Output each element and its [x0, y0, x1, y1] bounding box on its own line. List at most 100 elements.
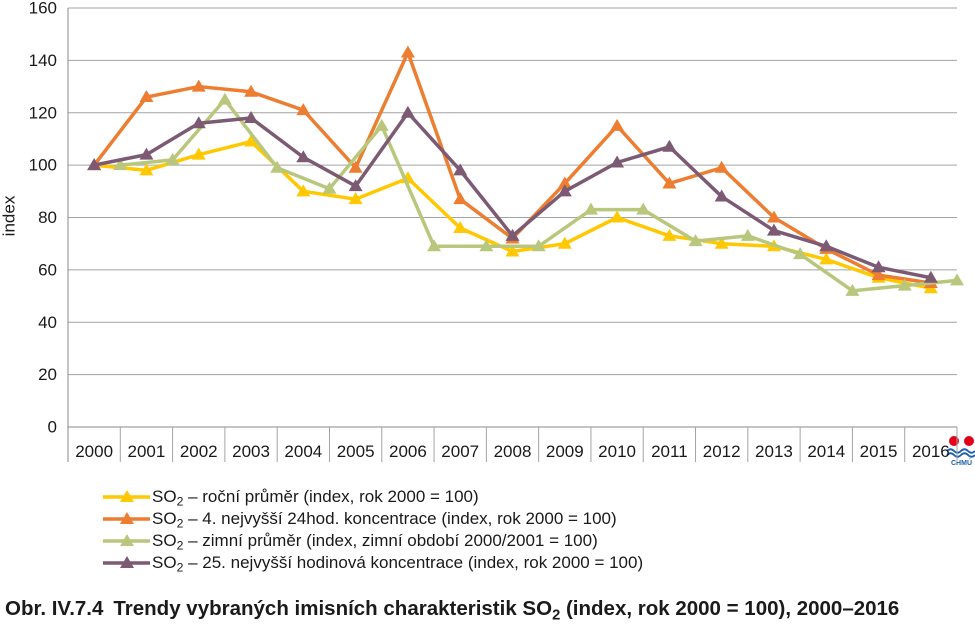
marker-3-2013.5 [793, 247, 808, 260]
chmu-logo: CHMÚ [946, 436, 975, 467]
marker-2-2012 [714, 160, 729, 173]
x-tick-label-2013: 2013 [755, 442, 793, 461]
marker-1-2003 [244, 134, 259, 147]
legend-swatch-marker-2 [120, 512, 134, 524]
marker-1-2001 [139, 163, 154, 176]
series-line-1 [92, 139, 933, 290]
series-4 [87, 105, 938, 283]
marker-3-2014.5 [845, 283, 860, 296]
x-tick-label-2011: 2011 [651, 442, 688, 461]
marker-2-2015 [871, 268, 886, 281]
marker-2-2003 [244, 84, 259, 97]
x-tick-label-2014: 2014 [807, 442, 845, 461]
legend-item-4: SO2 – 25. nejvyšší hodinová koncentrace … [100, 552, 643, 574]
figure-caption: Obr. IV.7.4 Trendy vybraných imisních cha… [5, 597, 899, 623]
marker-4-2001 [139, 147, 154, 160]
legend: SO2 – roční průměr (index, rok 2000 = 10… [100, 486, 643, 574]
y-tick-label-100: 100 [29, 156, 57, 175]
marker-3-2010.5 [636, 202, 651, 215]
marker-1-2014 [819, 252, 834, 265]
marker-1-2004 [296, 184, 311, 197]
y-tick-label-140: 140 [29, 51, 57, 70]
caption-number: Obr. IV.7.4 [5, 597, 104, 620]
legend-swatch-1 [103, 490, 150, 502]
legend-item-1: SO2 – roční průměr (index, rok 2000 = 10… [100, 486, 643, 508]
legend-item-2: SO2 – 4. nejvyšší 24hod. koncentrace (in… [100, 508, 643, 530]
x-tick-label-2015: 2015 [860, 442, 898, 461]
y-axis-title: index [0, 195, 19, 236]
marker-2-2013 [766, 210, 781, 223]
marker-4-2016 [923, 270, 938, 283]
marker-2-2009 [557, 176, 572, 189]
marker-4-2010 [610, 155, 625, 168]
marker-4-2008 [505, 228, 520, 241]
legend-swatch-3 [103, 534, 150, 546]
marker-4-2004 [296, 150, 311, 163]
legend-label-3: SO2 – zimní průměr (index, zimní období … [152, 531, 598, 553]
marker-2-2011 [662, 176, 677, 189]
gridlines [68, 7, 957, 428]
x-tick-label-2012: 2012 [703, 442, 741, 461]
marker-4-2000 [87, 158, 102, 171]
marker-3-2002.5 [217, 92, 232, 105]
marker-1-2002 [191, 147, 206, 160]
axes [67, 8, 958, 462]
x-tick-label-2007: 2007 [441, 442, 479, 461]
marker-4-2011 [662, 139, 677, 152]
marker-3-2003.5 [270, 160, 285, 173]
marker-1-2011 [662, 228, 677, 241]
marker-4-2014 [819, 239, 834, 252]
logo-wave-bottom [946, 452, 975, 458]
marker-2-2002 [191, 79, 206, 92]
marker-4-2007 [453, 163, 468, 176]
marker-1-2012 [714, 236, 729, 249]
y-tick-label-20: 20 [38, 365, 57, 384]
logo-wave-top [946, 448, 975, 454]
marker-2-2001 [139, 90, 154, 103]
legend-swatch-2 [103, 512, 150, 524]
x-tick-label-2004: 2004 [284, 442, 322, 461]
marker-4-2003 [244, 110, 259, 123]
marker-2-2006 [400, 45, 415, 58]
marker-4-2009 [557, 184, 572, 197]
y-tick-label-40: 40 [38, 313, 57, 332]
legend-item-3: SO2 – zimní průměr (index, zimní období … [100, 530, 643, 552]
marker-3-2009.5 [583, 202, 598, 215]
marker-2-2004 [296, 103, 311, 116]
marker-1-2007 [453, 220, 468, 233]
x-tick-label-2008: 2008 [494, 442, 532, 461]
y-tick-label-80: 80 [38, 208, 57, 227]
marker-3-2005.5 [374, 118, 389, 131]
series-3 [113, 92, 964, 296]
y-tick-label-60: 60 [38, 260, 57, 279]
legend-label-1: SO2 – roční průměr (index, rok 2000 = 10… [152, 487, 479, 509]
marker-4-2013 [766, 223, 781, 236]
marker-3-2011.5 [688, 234, 703, 247]
legend-label-2: SO2 – 4. nejvyšší 24hod. koncentrace (in… [152, 509, 617, 531]
marker-2-2007 [453, 192, 468, 205]
marker-3-2004.5 [322, 181, 337, 194]
marker-1-2009 [557, 236, 572, 249]
x-tick-label-2005: 2005 [337, 442, 375, 461]
marker-4-2005 [348, 179, 363, 192]
legend-swatch-marker-1 [120, 490, 134, 502]
marker-3-2016.5 [950, 273, 964, 286]
marker-3-2015.5 [897, 278, 912, 291]
marker-1-2005 [348, 192, 363, 205]
x-tick-label-2006: 2006 [389, 442, 427, 461]
x-tick-label-2009: 2009 [546, 442, 584, 461]
y-axis-labels: 0 20 40 60 80 100 120 140 160 [29, 0, 57, 437]
marker-1-2010 [610, 210, 625, 223]
x-tick-label-2001: 2001 [128, 442, 166, 461]
x-tick-label-2010: 2010 [598, 442, 636, 461]
x-axis-labels: 2000 2001 2002 2003 2004 2005 2006 2007 2008 2009… [75, 442, 950, 461]
marker-4-2006 [400, 105, 415, 118]
legend-label-4: SO2 – 25. nejvyšší hodinová koncentrace … [152, 553, 644, 575]
logo-circle-right [964, 436, 974, 446]
y-tick-label-120: 120 [29, 103, 57, 122]
x-tick-label-2003: 2003 [232, 442, 270, 461]
y-tick-label-0: 0 [48, 418, 57, 437]
logo-text: CHMÚ [951, 458, 972, 467]
marker-3-2000.5 [113, 158, 128, 171]
